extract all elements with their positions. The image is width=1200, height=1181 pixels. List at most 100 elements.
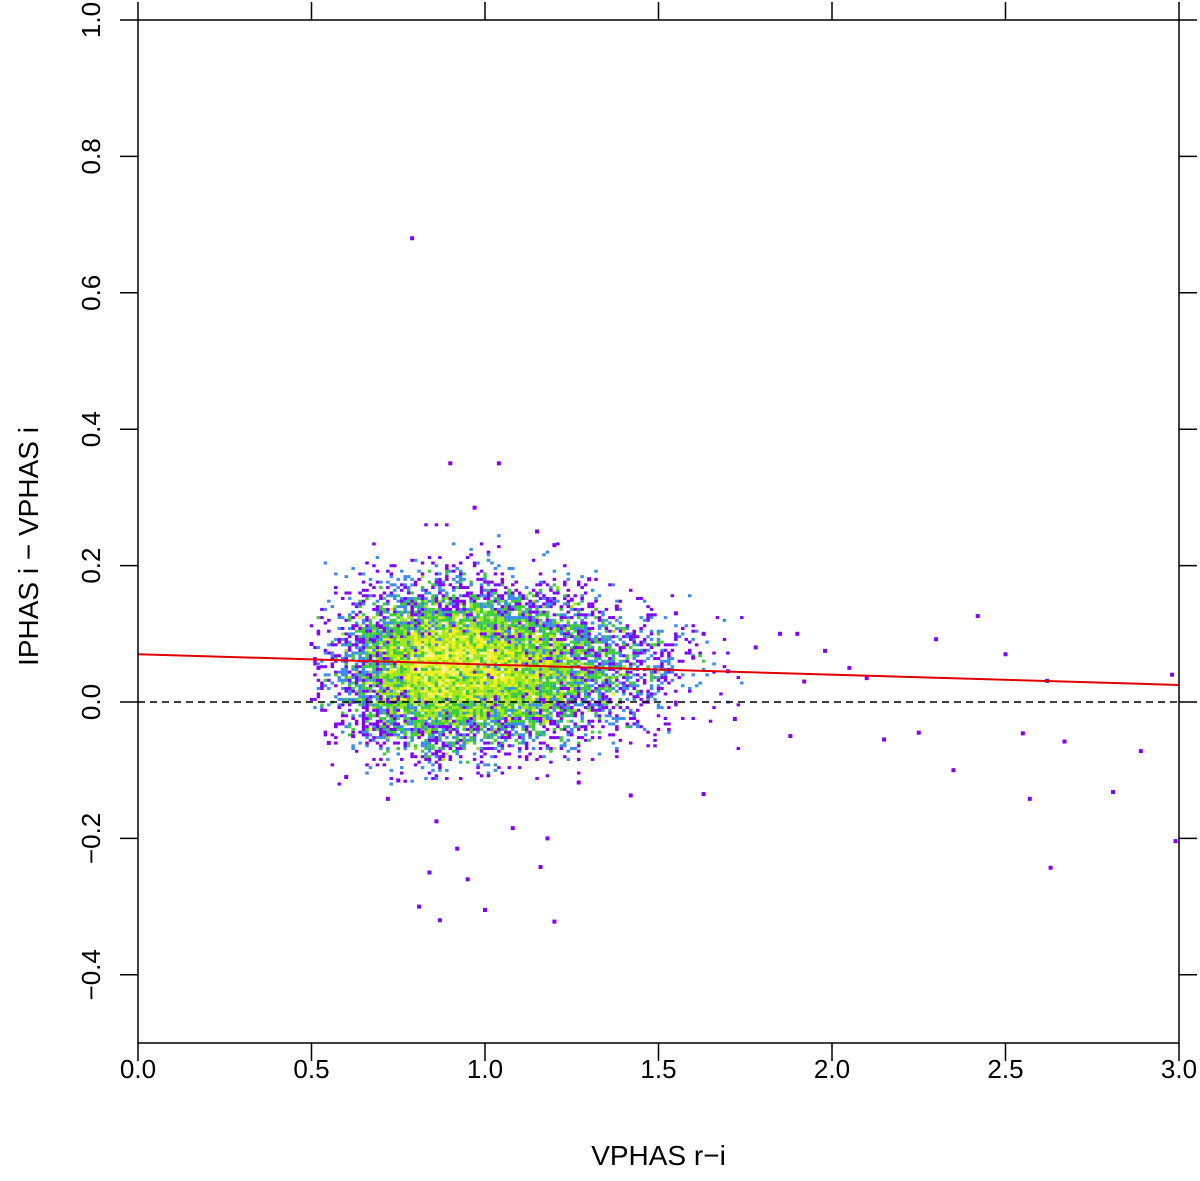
- density-point: [406, 640, 411, 644]
- density-point: [601, 670, 605, 674]
- density-point: [382, 722, 387, 726]
- density-point: [441, 588, 446, 592]
- density-point: [458, 656, 463, 660]
- density-point: [500, 741, 505, 745]
- density-point: [493, 643, 498, 647]
- density-point: [413, 596, 418, 600]
- density-point: [490, 681, 494, 685]
- density-point: [448, 665, 453, 669]
- density-point: [389, 572, 394, 576]
- density-point: [538, 711, 543, 715]
- density-point: [694, 629, 699, 633]
- density-point: [386, 624, 390, 628]
- density-point: [521, 667, 525, 671]
- density-point: [580, 637, 584, 641]
- density-point: [365, 736, 369, 740]
- density-point: [701, 667, 706, 671]
- outlier-point: [1138, 749, 1143, 754]
- density-point: [434, 572, 439, 576]
- density-point: [545, 662, 550, 666]
- density-point: [722, 637, 727, 641]
- density-point: [399, 662, 404, 666]
- density-point: [393, 717, 397, 721]
- density-point: [524, 681, 529, 685]
- density-point: [413, 714, 418, 718]
- density-point: [625, 654, 630, 658]
- density-point: [382, 616, 387, 620]
- density-point: [413, 747, 418, 751]
- density-point: [542, 706, 546, 710]
- density-point: [611, 616, 616, 620]
- density-point: [448, 714, 453, 718]
- density-point: [511, 648, 515, 652]
- density-point: [434, 670, 439, 674]
- density-point: [528, 605, 532, 609]
- density-point: [393, 665, 397, 669]
- density-point: [420, 673, 425, 677]
- density-point: [479, 616, 484, 620]
- density-point: [393, 588, 397, 592]
- density-point: [698, 681, 702, 685]
- density-point: [448, 697, 453, 701]
- density-point: [615, 719, 619, 723]
- density-point: [563, 656, 567, 660]
- density-point: [517, 621, 522, 625]
- density-point: [570, 624, 574, 628]
- density-point: [483, 575, 487, 579]
- density-point: [576, 676, 581, 680]
- density-point: [472, 632, 477, 636]
- density-point: [441, 613, 446, 617]
- density-point: [399, 766, 404, 770]
- density-point: [566, 686, 571, 690]
- density-point: [573, 703, 577, 707]
- density-point: [597, 719, 602, 723]
- density-point: [476, 684, 480, 688]
- density-point: [424, 624, 428, 628]
- density-point: [330, 656, 335, 660]
- density-point: [514, 640, 518, 644]
- density-point: [372, 607, 376, 611]
- density-point: [347, 643, 352, 647]
- density-point: [438, 706, 442, 710]
- density-point: [438, 697, 442, 701]
- density-point: [583, 692, 588, 696]
- density-point: [420, 635, 425, 639]
- density-point: [403, 689, 407, 693]
- density-point: [507, 602, 512, 606]
- density-point: [386, 722, 390, 726]
- density-point: [486, 640, 491, 644]
- density-point: [497, 667, 501, 671]
- density-point: [386, 656, 390, 660]
- density-point: [469, 667, 473, 671]
- density-point: [427, 678, 432, 682]
- density-point: [493, 656, 498, 660]
- density-point: [559, 714, 564, 718]
- density-point: [472, 564, 477, 568]
- density-point: [500, 692, 505, 696]
- density-point: [646, 695, 650, 699]
- density-point: [511, 722, 515, 726]
- density-point: [524, 624, 529, 628]
- density-point: [441, 703, 446, 707]
- density-point: [375, 678, 380, 682]
- outlier-point: [673, 611, 678, 616]
- density-point: [587, 670, 591, 674]
- density-point: [483, 656, 487, 660]
- density-point: [511, 632, 515, 636]
- density-point: [472, 676, 477, 680]
- density-point: [434, 624, 439, 628]
- density-point: [462, 727, 466, 731]
- density-point: [441, 616, 446, 620]
- density-point: [458, 586, 463, 590]
- density-point: [594, 635, 598, 639]
- density-point: [448, 602, 453, 606]
- density-point: [410, 684, 414, 688]
- density-point: [316, 678, 321, 682]
- density-point: [490, 719, 494, 723]
- density-point: [549, 586, 553, 590]
- density-point: [479, 755, 484, 759]
- density-point: [420, 744, 425, 748]
- density-point: [406, 629, 411, 633]
- density-point: [528, 711, 532, 715]
- density-point: [396, 637, 400, 641]
